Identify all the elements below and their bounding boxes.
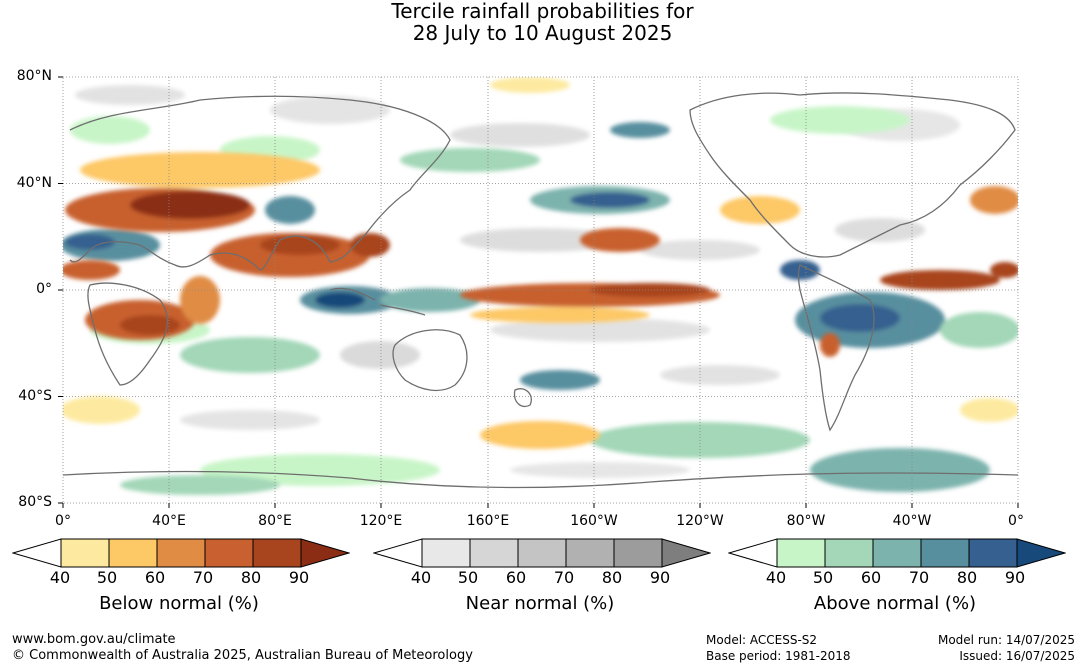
tick-label: 60 [144,568,166,587]
footer-base-period: Base period: 1981-2018 [706,649,851,663]
colorbar-segment [920,538,970,568]
lon-label-40w: 40°W [892,513,932,529]
colorbar-segment [60,538,110,568]
lon-label-120w: 120°W [676,513,724,529]
tick-label: 80 [956,568,978,587]
lon-label-120e: 120°E [359,513,403,529]
colorbar-segment [421,538,471,568]
lat-label-80s: 80°S [18,494,52,510]
tick-label: 90 [288,568,310,587]
tick-label: 70 [192,568,214,587]
colorbar-graphic [12,538,350,568]
lon-label-160e: 160°E [466,513,510,529]
colorbar-segment [517,538,567,568]
above-normal-areas [63,106,1018,495]
tick-label: 40 [765,568,787,587]
colorbar-segment [469,538,519,568]
footer-model-run: Model run: 14/07/2025 [937,633,1075,647]
colorbar-segment [776,538,826,568]
tick-label: 90 [649,568,671,587]
tick-label: 50 [457,568,479,587]
colorbar-title-near: Near normal (%) [465,593,615,614]
colorbar-segment [204,538,254,568]
footer-url: www.bom.gov.au/climate [12,632,176,647]
lon-label-40e: 40°E [152,513,186,529]
rainfall-probability-map [58,76,1019,508]
lon-label-0: 0° [55,513,71,529]
tick-label: 50 [96,568,118,587]
tick-label: 70 [553,568,575,587]
tick-label: 70 [908,568,930,587]
graticule [62,76,1019,504]
colorbar-arrow-high [661,538,711,568]
lon-label-80e: 80°E [258,513,292,529]
lon-label-80w: 80°W [786,513,826,529]
colorbar-arrow-high [300,538,350,568]
axis-ticks [58,76,1019,508]
colorbar-arrow-low [12,538,62,568]
colorbar-segment [872,538,922,568]
lat-label-0: 0° [36,281,52,297]
map-title-line1: Tercile rainfall probabilities for [391,0,694,23]
map-title-line2: 28 July to 10 August 2025 [412,21,673,45]
footer-model: Model: ACCESS-S2 [706,633,818,647]
tick-label: 40 [410,568,432,587]
colorbar-segment [824,538,874,568]
colorbar-segment [968,538,1018,568]
below-normal-areas [63,77,1018,449]
colorbar-segment [252,538,302,568]
tick-label: 40 [49,568,71,587]
colorbar-segment [565,538,615,568]
lon-label-0-east: 0° [1008,513,1024,529]
colorbar-segment [108,538,158,568]
tick-label: 90 [1004,568,1026,587]
colorbar-graphic [728,538,1066,568]
lat-label-40s: 40°S [18,388,52,404]
colorbar-arrow-low [373,538,423,568]
colorbar-title-above: Above normal (%) [813,593,977,614]
colorbar-segment [156,538,206,568]
colorbar-title-below: Below normal (%) [99,593,259,614]
colorbar-arrow-high [1016,538,1066,568]
near-normal-areas [75,85,960,478]
tick-label: 60 [860,568,882,587]
coastlines [63,92,1018,489]
tick-label: 50 [812,568,834,587]
footer-copyright: © Commonwealth of Australia 2025, Austra… [12,648,473,663]
lon-label-160w: 160°W [570,513,618,529]
colorbar-graphic [373,538,711,568]
tick-label: 80 [601,568,623,587]
colorbar-arrow-low [728,538,778,568]
footer-issued: Issued: 16/07/2025 [959,649,1075,663]
colorbar-segment [613,538,663,568]
lat-label-40n: 40°N [16,175,52,191]
lat-label-80n: 80°N [16,68,52,84]
tick-label: 60 [505,568,527,587]
tick-label: 80 [240,568,262,587]
